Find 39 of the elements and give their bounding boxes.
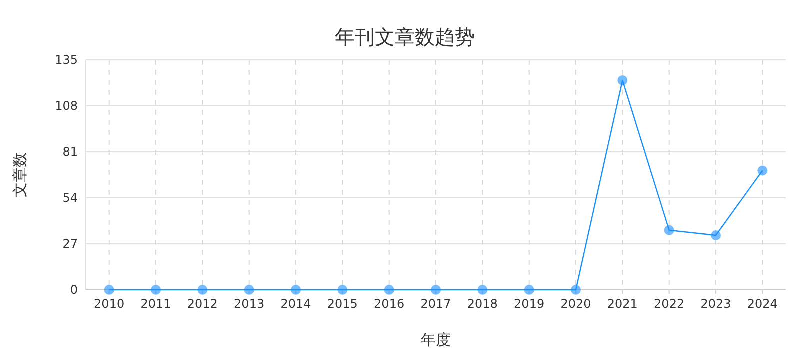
x-tick-label: 2014 xyxy=(280,297,312,311)
y-tick-label: 135 xyxy=(55,53,78,67)
point xyxy=(664,225,674,236)
point xyxy=(571,285,581,295)
x-tick-label: 2019 xyxy=(514,297,545,311)
x-tick-label: 2010 xyxy=(94,297,125,311)
x-tick-label: 2011 xyxy=(140,297,172,311)
point xyxy=(338,285,348,295)
x-tick-label: 2022 xyxy=(654,297,685,311)
point xyxy=(384,285,394,295)
x-tick-label: 2020 xyxy=(560,297,592,311)
point xyxy=(198,285,208,295)
x-axis-title: 年度 xyxy=(421,331,451,349)
x-tick-label: 2013 xyxy=(234,297,265,311)
y-axis-title: 文章数 xyxy=(11,152,29,198)
x-tick-label: 2018 xyxy=(467,297,498,311)
x-tick-label: 2012 xyxy=(187,297,218,311)
point xyxy=(711,230,721,240)
point xyxy=(104,285,114,295)
point xyxy=(478,285,488,295)
x-tick-label: 2021 xyxy=(607,297,638,311)
y-tick-label: 27 xyxy=(62,237,78,251)
y-tick-label: 0 xyxy=(70,283,78,297)
point xyxy=(618,75,628,86)
x-tick-label: 2015 xyxy=(327,297,358,311)
x-tick-label: 2023 xyxy=(700,297,732,311)
point xyxy=(151,285,161,295)
y-tick-label: 81 xyxy=(62,145,78,159)
y-tick-label: 54 xyxy=(62,191,78,205)
x-tick-label: 2017 xyxy=(420,297,452,311)
y-tick-label: 108 xyxy=(55,99,78,113)
point xyxy=(244,285,254,295)
point xyxy=(431,285,441,295)
x-tick-label: 2016 xyxy=(374,297,405,311)
point xyxy=(291,285,301,295)
chart-title: 年刊文章数趋势 xyxy=(335,25,475,49)
x-tick-label: 2024 xyxy=(747,297,778,311)
point xyxy=(524,285,534,295)
point xyxy=(758,166,768,176)
